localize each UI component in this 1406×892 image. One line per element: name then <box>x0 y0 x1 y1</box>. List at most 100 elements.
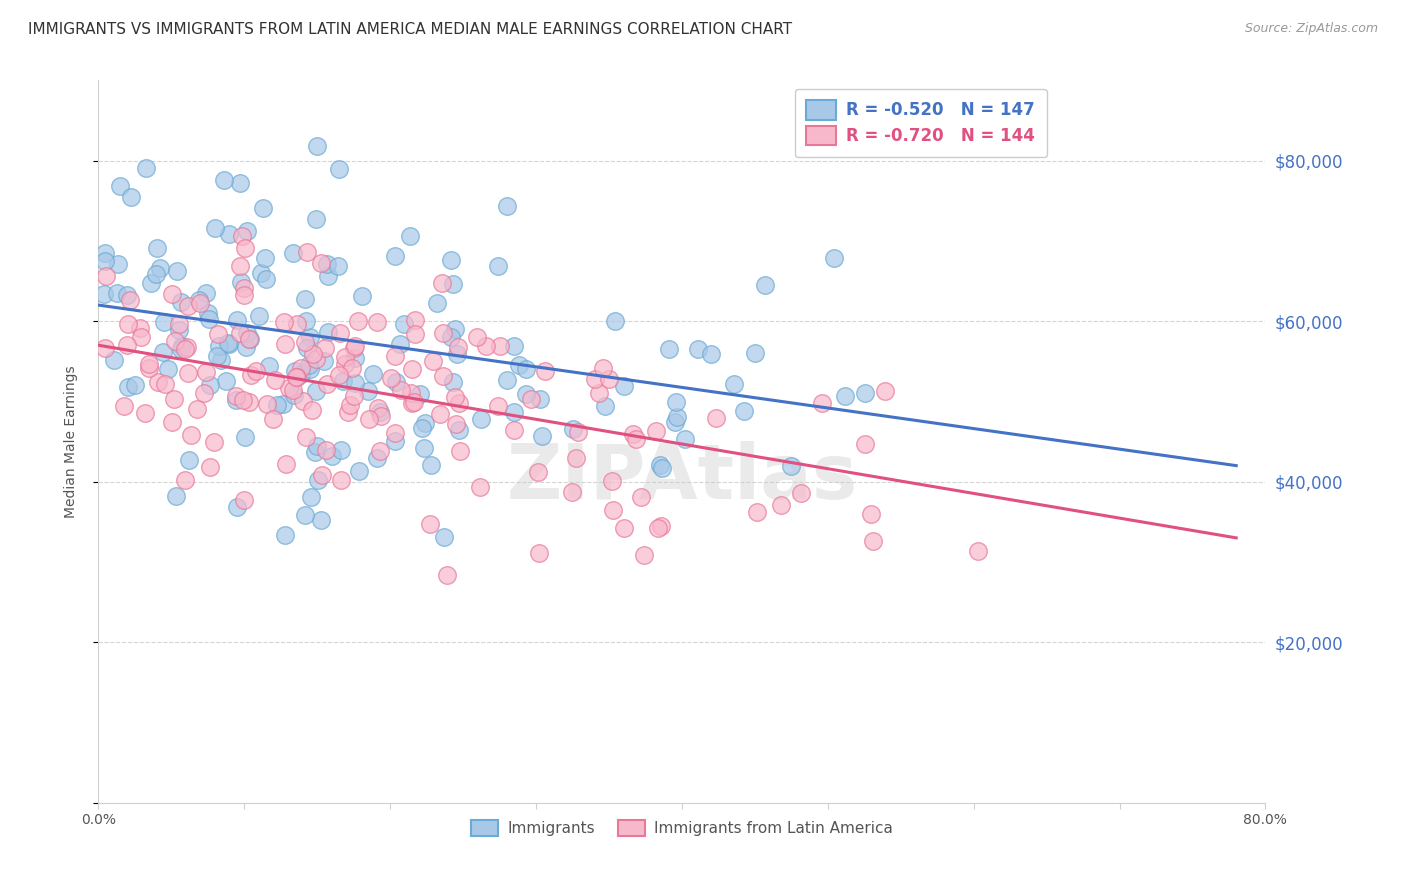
Point <box>149 261 172 276</box>
Point <box>254 272 277 286</box>
Point <box>350 289 373 303</box>
Point <box>495 198 517 212</box>
Point <box>108 179 131 194</box>
Point <box>561 422 583 436</box>
Point <box>305 352 328 367</box>
Point <box>769 498 792 512</box>
Point <box>530 428 553 442</box>
Point <box>592 361 614 376</box>
Point <box>153 315 176 329</box>
Point <box>194 286 217 301</box>
Point <box>645 424 668 438</box>
Point <box>780 459 803 474</box>
Point <box>515 387 537 401</box>
Point <box>565 451 588 466</box>
Point <box>277 381 299 395</box>
Point <box>105 286 128 301</box>
Point <box>93 254 115 268</box>
Point <box>853 385 876 400</box>
Point <box>290 361 312 376</box>
Point <box>583 372 606 386</box>
Point <box>449 423 471 437</box>
Point <box>508 358 530 372</box>
Point <box>311 513 333 527</box>
Point <box>294 508 316 523</box>
Point <box>226 313 249 327</box>
Point <box>326 259 349 273</box>
Point <box>613 521 636 535</box>
Point <box>754 278 776 293</box>
Point <box>295 341 318 355</box>
Point <box>651 461 673 475</box>
Point <box>419 517 441 532</box>
Point <box>117 380 139 394</box>
Point <box>294 430 316 444</box>
Point <box>440 253 463 268</box>
Point <box>299 490 322 504</box>
Point <box>307 473 329 487</box>
Point <box>404 312 426 326</box>
Point <box>409 386 432 401</box>
Point <box>332 374 354 388</box>
Point <box>240 368 263 382</box>
Point <box>172 339 194 353</box>
Point <box>343 389 366 403</box>
Point <box>432 369 454 384</box>
Point <box>744 346 766 360</box>
Point <box>188 296 211 310</box>
Point <box>430 276 453 290</box>
Point <box>862 534 884 549</box>
Point <box>339 398 361 412</box>
Point <box>212 173 235 187</box>
Point <box>343 376 366 391</box>
Point <box>138 357 160 371</box>
Point <box>633 548 655 562</box>
Point <box>294 335 316 350</box>
Point <box>107 257 129 271</box>
Point <box>503 405 526 419</box>
Point <box>93 287 115 301</box>
Point <box>238 333 260 347</box>
Point <box>316 268 339 283</box>
Point <box>249 266 271 280</box>
Point <box>470 480 492 494</box>
Point <box>218 336 240 351</box>
Point <box>233 493 256 508</box>
Point <box>225 393 247 408</box>
Point <box>489 339 512 353</box>
Point <box>613 379 636 393</box>
Point <box>273 397 295 411</box>
Point <box>177 299 200 313</box>
Point <box>115 288 138 302</box>
Point <box>236 224 259 238</box>
Point <box>316 326 339 340</box>
Point <box>474 339 496 353</box>
Text: IMMIGRANTS VS IMMIGRANTS FROM LATIN AMERICA MEDIAN MALE EARNINGS CORRELATION CHA: IMMIGRANTS VS IMMIGRANTS FROM LATIN AMER… <box>28 22 792 37</box>
Point <box>163 392 186 407</box>
Point <box>169 317 191 331</box>
Point <box>215 374 238 388</box>
Point <box>486 259 509 273</box>
Point <box>361 367 384 381</box>
Point <box>134 406 156 420</box>
Point <box>446 347 468 361</box>
Point <box>470 412 492 426</box>
Point <box>153 377 176 392</box>
Point <box>257 359 280 373</box>
Point <box>357 384 380 398</box>
Point <box>228 259 250 273</box>
Point <box>112 399 135 413</box>
Point <box>124 378 146 392</box>
Point <box>429 408 451 422</box>
Point <box>186 401 208 416</box>
Point <box>197 305 219 319</box>
Point <box>305 212 328 227</box>
Point <box>202 434 225 449</box>
Point <box>117 318 139 332</box>
Point <box>444 417 467 431</box>
Point <box>205 349 228 363</box>
Point <box>233 281 256 295</box>
Point <box>665 409 688 424</box>
Point <box>520 392 543 406</box>
Point <box>305 439 328 453</box>
